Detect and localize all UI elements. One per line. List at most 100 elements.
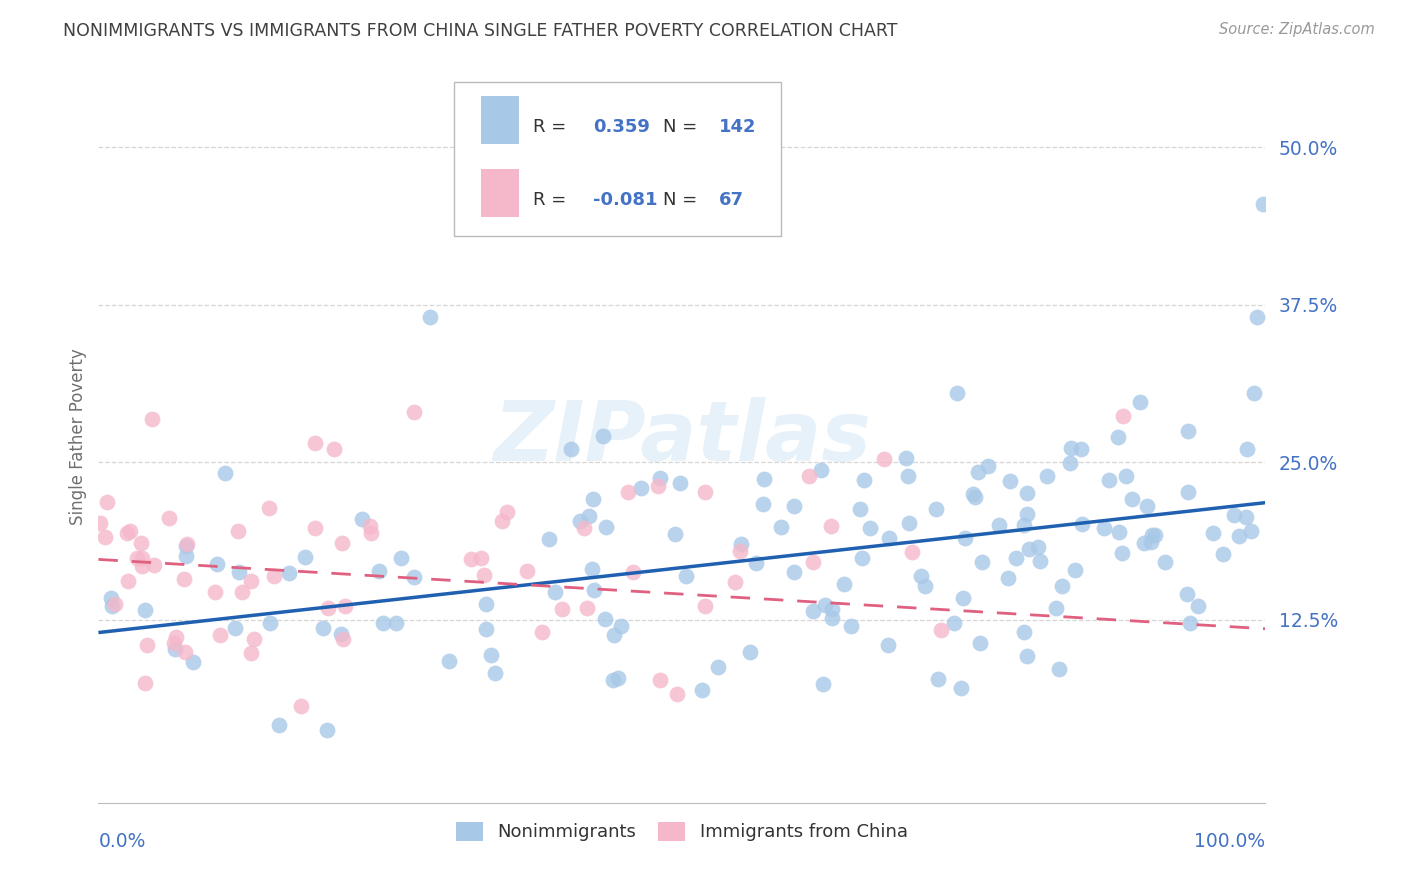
Point	[470, 550, 492, 565]
Point	[607, 671, 630, 685]
Point	[946, 386, 969, 401]
Point	[207, 557, 229, 571]
Point	[131, 559, 153, 574]
Point	[998, 474, 1021, 488]
Text: R =: R =	[533, 118, 571, 136]
Point	[1227, 528, 1250, 542]
Text: NONIMMIGRANTS VS IMMIGRANTS FROM CHINA SINGLE FATHER POVERTY CORRELATION CHART: NONIMMIGRANTS VS IMMIGRANTS FROM CHINA S…	[63, 22, 898, 40]
Point	[707, 660, 730, 674]
Point	[96, 495, 118, 509]
Point	[94, 530, 117, 544]
Point	[294, 549, 316, 564]
Point	[859, 521, 882, 535]
Point	[1121, 491, 1143, 506]
Point	[927, 673, 949, 687]
Point	[560, 442, 582, 456]
Point	[595, 611, 617, 625]
Point	[650, 471, 672, 485]
Point	[1251, 196, 1274, 211]
Point	[728, 544, 751, 558]
Point	[814, 598, 837, 612]
Point	[176, 537, 198, 551]
Point	[1107, 430, 1129, 444]
Point	[955, 531, 977, 545]
Point	[359, 519, 381, 533]
Point	[120, 524, 142, 538]
Point	[832, 577, 855, 591]
Bar	[481, 96, 519, 144]
Text: 100.0%: 100.0%	[1194, 832, 1265, 851]
Point	[896, 469, 918, 483]
Point	[693, 484, 716, 499]
Point	[623, 565, 645, 579]
Point	[666, 687, 689, 701]
Point	[1144, 528, 1167, 542]
Point	[104, 597, 127, 611]
Point	[277, 566, 299, 581]
Point	[1236, 510, 1258, 524]
Point	[894, 450, 917, 465]
Point	[323, 442, 346, 457]
Point	[117, 574, 139, 589]
Point	[134, 603, 156, 617]
Point	[165, 630, 187, 644]
Point	[970, 555, 993, 569]
Point	[1092, 521, 1115, 535]
Point	[1136, 499, 1159, 513]
Point	[595, 520, 617, 534]
Point	[240, 574, 263, 588]
Point	[329, 626, 352, 640]
FancyBboxPatch shape	[454, 82, 782, 235]
Point	[1111, 546, 1133, 560]
Point	[1212, 547, 1234, 561]
Point	[967, 465, 990, 479]
Point	[724, 574, 747, 589]
Point	[853, 473, 876, 487]
Point	[603, 627, 626, 641]
Point	[592, 428, 614, 442]
Point	[165, 641, 187, 656]
Point	[572, 521, 595, 535]
Point	[949, 681, 972, 695]
Point	[1243, 386, 1265, 401]
Point	[1015, 649, 1038, 664]
Point	[228, 524, 250, 538]
Text: 0.359: 0.359	[593, 118, 650, 136]
Point	[1133, 535, 1156, 549]
Point	[333, 599, 356, 614]
Point	[1064, 562, 1087, 576]
Point	[134, 675, 156, 690]
Text: 142: 142	[720, 118, 756, 136]
Point	[783, 566, 806, 580]
Point	[330, 536, 353, 550]
Point	[1047, 662, 1070, 676]
Point	[669, 476, 692, 491]
Point	[173, 645, 195, 659]
Point	[1177, 587, 1199, 601]
Point	[1014, 625, 1036, 640]
Point	[1018, 542, 1040, 557]
Point	[537, 532, 560, 546]
Point	[173, 572, 195, 586]
Point	[582, 582, 605, 597]
Point	[914, 579, 936, 593]
Point	[820, 519, 842, 533]
Y-axis label: Single Father Poverty: Single Father Poverty	[69, 349, 87, 525]
Point	[1060, 442, 1083, 456]
Text: R =: R =	[533, 191, 571, 209]
Point	[839, 619, 862, 633]
Point	[745, 557, 768, 571]
Point	[174, 549, 197, 563]
Text: -0.081: -0.081	[593, 191, 658, 209]
Point	[516, 565, 538, 579]
Point	[1098, 473, 1121, 487]
Point	[1240, 524, 1263, 539]
Point	[419, 310, 441, 325]
Point	[811, 677, 834, 691]
Point	[404, 405, 426, 419]
Point	[391, 551, 413, 566]
Point	[316, 600, 339, 615]
Point	[801, 604, 824, 618]
Point	[648, 673, 671, 687]
Point	[551, 602, 574, 616]
